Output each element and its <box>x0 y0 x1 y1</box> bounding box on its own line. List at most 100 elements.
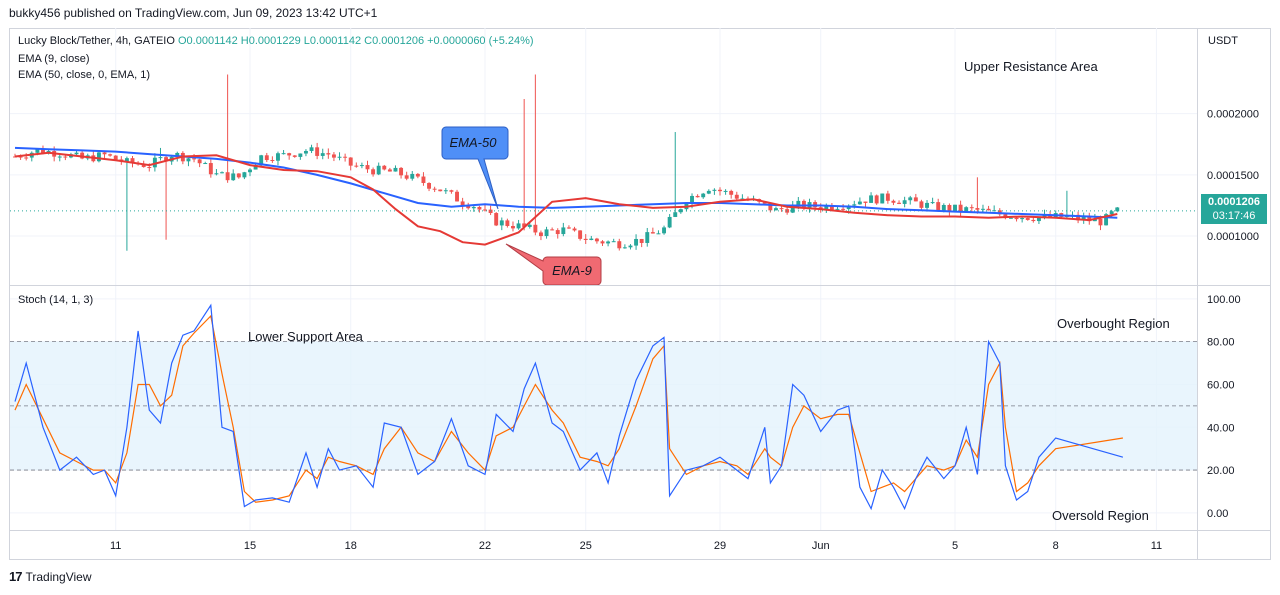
candle-body <box>779 208 784 210</box>
candle-body <box>130 158 135 164</box>
candle-body <box>538 232 543 237</box>
candle-body <box>57 156 62 158</box>
bar-countdown: 03:17:46 <box>1212 210 1256 222</box>
candle-body <box>522 223 527 227</box>
candle-body <box>404 175 409 179</box>
candle-body <box>796 200 801 205</box>
candle-body <box>857 201 862 205</box>
candle-body <box>331 154 336 158</box>
candle-body <box>706 190 711 194</box>
candle-body <box>399 167 404 176</box>
candle-body <box>908 197 913 201</box>
candle-body <box>152 157 157 168</box>
ema9-legend[interactable]: EMA (9, close) <box>18 53 90 65</box>
candle-body <box>947 204 952 211</box>
stoch-d-line <box>14 314 1123 503</box>
candle-body <box>455 191 459 202</box>
ema9-callout-text: EMA-9 <box>552 263 592 278</box>
ohlc-values: O0.0001142 H0.0001229 L0.0001142 C0.0001… <box>177 35 534 47</box>
candle-body <box>276 153 280 161</box>
candle-body <box>824 205 829 210</box>
candle-body <box>214 173 219 175</box>
candle-body <box>678 209 683 213</box>
candle-body <box>477 206 482 210</box>
symbol-legend[interactable]: Lucky Block/Tether, 4h, GATEIO O0.000114… <box>18 35 534 47</box>
candle-body <box>701 193 706 198</box>
publisher-header: bukky456 published on TradingView.com, J… <box>9 6 378 20</box>
candle-body <box>662 227 667 234</box>
candle-body <box>259 155 264 166</box>
candle-body <box>527 224 532 227</box>
x-tick-label: 18 <box>345 540 357 552</box>
overbought-label: Overbought Region <box>1057 316 1170 331</box>
candle-body <box>415 173 420 177</box>
x-tick-label: 11 <box>110 540 121 552</box>
candle-body <box>192 158 197 160</box>
candle-body <box>628 245 633 248</box>
candle-body <box>511 226 515 229</box>
candle-body <box>1098 218 1103 226</box>
oversold-label: Oversold Region <box>1052 508 1149 523</box>
stoch-tick-label: 20.00 <box>1207 465 1235 477</box>
chart-frame <box>9 28 1271 560</box>
candle-body <box>13 156 17 158</box>
candle-body <box>264 155 269 161</box>
candle-body <box>1008 217 1013 219</box>
candle-body <box>790 204 795 213</box>
stoch-k-line <box>14 303 1124 511</box>
candle-body <box>768 203 773 211</box>
ema50-line <box>14 146 1118 219</box>
candle-body <box>734 194 739 199</box>
ema50-callout <box>441 126 509 210</box>
tradingview-logo[interactable]: 17 TradingView <box>9 569 92 584</box>
candle-body <box>617 241 622 249</box>
candle-body <box>930 202 935 204</box>
candle-body <box>96 152 101 162</box>
candle-body <box>718 189 722 192</box>
candle-body <box>600 241 605 244</box>
candle-body <box>449 190 454 192</box>
candle-body <box>74 152 79 155</box>
candle-body <box>544 229 549 237</box>
candle-body <box>566 227 571 229</box>
candle-body <box>578 230 583 239</box>
candle-body <box>242 172 247 178</box>
candle-body <box>941 204 946 211</box>
candle-body <box>494 213 499 226</box>
candle-body <box>594 238 599 242</box>
stoch-tick-label: 40.00 <box>1207 422 1235 434</box>
candle-body <box>690 195 694 204</box>
candle-body <box>969 207 974 209</box>
candle-body <box>975 208 980 210</box>
price-tick-label: 0.0002000 <box>1207 109 1259 121</box>
candle-body <box>298 153 303 157</box>
candle-body <box>622 247 627 249</box>
candle-body <box>292 155 297 157</box>
candle-body <box>964 207 969 212</box>
candle-body <box>913 197 918 202</box>
candle-body <box>113 155 118 160</box>
candle-body <box>773 208 778 211</box>
candle-body <box>303 150 308 154</box>
ema50-legend[interactable]: EMA (50, close, 0, EMA, 1) <box>18 69 151 81</box>
symbol-name: Lucky Block/Tether, 4h, GATEIO <box>18 35 175 47</box>
candle-body <box>1020 218 1025 220</box>
last-price-badge: 0.0001206 03:17:46 <box>1201 194 1267 224</box>
stoch-legend[interactable]: Stoch (14, 1, 3) <box>18 294 94 306</box>
candle-body <box>287 153 292 156</box>
candle-body <box>197 159 202 164</box>
candle-body <box>1092 218 1097 222</box>
candle-body <box>281 153 286 155</box>
candle-body <box>572 228 577 231</box>
candle-body <box>919 201 924 208</box>
candle-body <box>897 202 902 204</box>
candle-body <box>460 201 465 206</box>
candle-body <box>1042 214 1047 218</box>
x-tick-label: 11 <box>1151 540 1162 552</box>
candle-body <box>740 198 745 200</box>
candle-body <box>645 232 650 243</box>
candle-body <box>208 163 213 175</box>
tradingview-brand: TradingView <box>25 569 92 584</box>
x-tick-label: 22 <box>479 540 491 552</box>
